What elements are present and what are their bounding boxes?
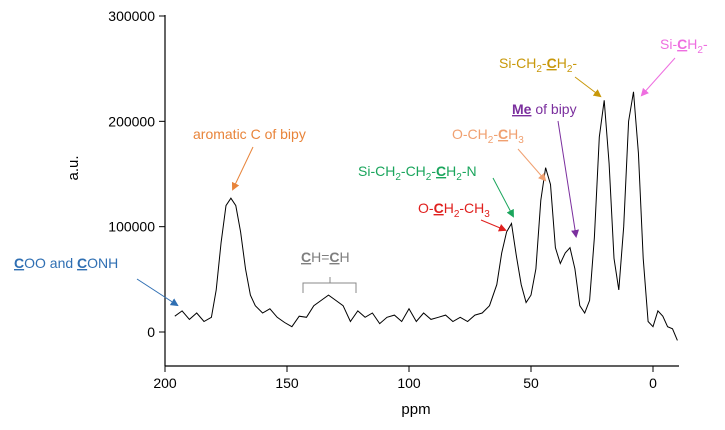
arrow-me-of-bipy <box>557 120 580 238</box>
arrow-aromatic-c <box>231 146 254 191</box>
y-tick-label: 0 <box>147 324 155 340</box>
annotation-si-ch2: Si-CH2- <box>660 36 708 56</box>
axis-ticks: 0 100000 200000 300000 200 150 100 50 0 <box>108 8 657 391</box>
x-tick-label: 50 <box>523 375 539 391</box>
annotation-me-of-bipy: Me of bipy <box>512 101 577 117</box>
annotation-coo-conh: COO and CONH <box>14 255 118 271</box>
x-tick-label: 200 <box>153 375 177 391</box>
brace-ch-ch <box>302 277 357 293</box>
annotation-si-ch2-ch2-ch2-n: Si-CH2-CH2-CH2-N <box>358 163 477 183</box>
annotation-si-ch2-ch2: Si-CH2-CH2- <box>499 55 577 75</box>
x-tick-label: 0 <box>649 375 657 391</box>
x-tick-label: 100 <box>397 375 421 391</box>
y-tick-label: 200000 <box>108 113 155 129</box>
arrow-o-ch2-ch3-red <box>480 219 507 232</box>
arrow-o-ch2-ch3-peach <box>517 148 547 182</box>
arrow-si-ch2-ch2-ch2-n <box>492 177 514 218</box>
arrow-si-ch2-ch2 <box>574 76 602 98</box>
y-axis-label: a.u. <box>65 155 82 180</box>
annotation-o-ch2-ch3-red: O-CH2-CH3 <box>418 200 490 220</box>
spectrum-line <box>174 91 678 341</box>
annotation-ch-ch: CH=CH <box>301 249 350 265</box>
arrow-si-ch2 <box>640 57 676 97</box>
annotation-o-ch2-ch3-peach: O-CH2-CH3 <box>452 126 524 146</box>
y-tick-label: 100000 <box>108 219 155 235</box>
annotation-aromatic-c: aromatic C of bipy <box>193 126 306 142</box>
x-axis-label: ppm <box>401 401 430 418</box>
arrow-coo-conh <box>136 278 179 307</box>
y-tick-label: 300000 <box>108 8 155 24</box>
x-tick-label: 150 <box>275 375 299 391</box>
